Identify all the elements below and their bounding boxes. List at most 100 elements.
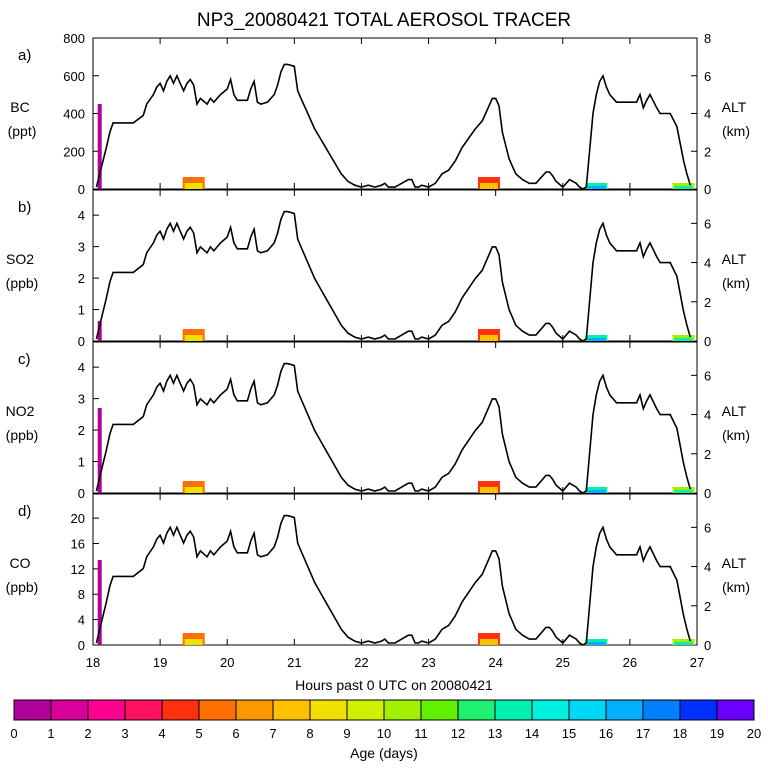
colorbar-cell [568, 699, 607, 721]
colorbar-tick-label: 1 [47, 726, 54, 741]
x-tick-label: 21 [287, 655, 301, 670]
altitude-line [95, 362, 692, 494]
left-tick-label: 3 [78, 240, 85, 255]
left-tick-label: 4 [78, 613, 85, 628]
left-tick-label: 600 [63, 69, 85, 84]
left-tick-label: 2 [78, 423, 85, 438]
colorbar-cell [716, 699, 755, 721]
left-tick-label: 20 [71, 511, 85, 526]
colorbar-cell [383, 699, 422, 721]
age-burst-inner [184, 335, 203, 341]
x-axis-label: Hours past 0 UTC on 20080421 [295, 677, 493, 693]
colorbar-tick-label: 9 [343, 726, 350, 741]
age-burst [97, 104, 102, 189]
y-axis-label: CO [10, 555, 31, 571]
colorbar-cell [198, 699, 237, 721]
colorbar-tick-label: 5 [195, 726, 202, 741]
panels: 020040060080002468a)BC(ppt)ALT(km)012340… [6, 31, 750, 670]
right-tick-label: 0 [704, 486, 711, 501]
age-burst-inner [674, 642, 693, 645]
age-burst-inner [587, 186, 606, 189]
age-burst-inner [674, 186, 693, 189]
colorbar-cell [679, 699, 718, 721]
right-tick-label: 6 [704, 520, 711, 535]
panel-letter: c) [18, 351, 31, 368]
left-tick-label: 0 [78, 334, 85, 349]
right-tick-label: 6 [704, 368, 711, 383]
age-burst-inner [674, 338, 693, 341]
age-burst-inner [587, 490, 606, 493]
colorbar-tick-label: 2 [84, 726, 91, 741]
age-burst [97, 321, 102, 341]
colorbar-cell [494, 699, 533, 721]
colorbar-cell [420, 699, 459, 721]
y-axis-unit: (ppt) [8, 123, 37, 139]
right-tick-label: 4 [704, 560, 711, 575]
colorbar-tick-label: 4 [158, 726, 165, 741]
colorbar-cell [309, 699, 348, 721]
right-tick-label: 0 [704, 638, 711, 653]
panel-letter: b) [18, 199, 31, 216]
colorbar-cell [531, 699, 570, 721]
panel-frame [92, 493, 698, 646]
panel-frame [92, 37, 698, 190]
colorbar-cell [161, 699, 200, 721]
age-burst-inner [479, 335, 498, 341]
left-tick-label: 1 [78, 303, 85, 318]
left-tick-label: 16 [71, 536, 85, 551]
left-tick-label: 12 [71, 562, 85, 577]
age-burst-inner [674, 490, 693, 493]
alt-axis-label: ALT [722, 555, 747, 571]
panel-4: 0 4 8 12 16 20 0 2 4 6 d) CO (ppb) ALT (km) [6, 493, 750, 653]
x-tick-label: 27 [690, 655, 704, 670]
left-tick-label: 2 [78, 271, 85, 286]
right-tick-label: 2 [704, 295, 711, 310]
left-tick-label: 3 [78, 392, 85, 407]
x-tick-label: 20 [220, 655, 234, 670]
left-tick-label: 0 [78, 182, 85, 197]
left-tick-label: 0 [78, 638, 85, 653]
x-tick-label: 19 [153, 655, 167, 670]
colorbar-tick-label: 3 [121, 726, 128, 741]
left-tick-label: 8 [78, 587, 85, 602]
right-tick-label: 6 [704, 216, 711, 231]
colorbar-tick-label: 14 [525, 726, 539, 741]
colorbar-tick-label: 16 [599, 726, 613, 741]
age-burst-inner [184, 183, 203, 189]
panel-3: 0 1 2 3 4 0 2 4 6 c) NO2 (ppb) ALT (km) [6, 341, 750, 501]
colorbar-frame [13, 699, 755, 721]
colorbar-tick-label: 0 [10, 726, 17, 741]
age-burst [97, 560, 102, 645]
colorbar-cell [235, 699, 274, 721]
colorbar: 0 1 2 3 4 5 6 7 8 9 10 11 12 13 14 15 16 17 18 19 20 [10, 699, 761, 741]
colorbar-tick-label: 6 [232, 726, 239, 741]
left-tick-label: 0 [78, 486, 85, 501]
colorbar-tick-label: 7 [269, 726, 276, 741]
age-burst-inner [479, 639, 498, 645]
left-tick-label: 1 [78, 455, 85, 470]
panel-letter: a) [18, 47, 31, 64]
colorbar-cell [50, 699, 89, 721]
left-tick-label: 4 [78, 360, 85, 375]
x-tick-label: 18 [86, 655, 100, 670]
alt-axis-label: ALT [722, 99, 747, 115]
y-axis-label: NO2 [6, 403, 35, 419]
x-tick-label: 24 [488, 655, 502, 670]
colorbar-tick-label: 13 [488, 726, 502, 741]
y-axis-label: BC [10, 99, 29, 115]
altitude-line [95, 514, 692, 646]
colorbar-tick-label: 17 [636, 726, 650, 741]
left-tick-label: 800 [63, 31, 85, 46]
y-axis-unit: (ppb) [6, 427, 39, 443]
altitude-line [95, 63, 692, 190]
right-tick-label: 0 [704, 182, 711, 197]
colorbar-tick-label: 10 [377, 726, 391, 741]
colorbar-tick-label: 11 [414, 726, 428, 741]
right-tick-label: 2 [704, 447, 711, 462]
age-burst-inner [587, 642, 606, 645]
left-tick-label: 200 [63, 144, 85, 159]
left-tick-label: 400 [63, 107, 85, 122]
colorbar-tick-label: 12 [451, 726, 465, 741]
colorbar-tick-label: 20 [747, 726, 761, 741]
